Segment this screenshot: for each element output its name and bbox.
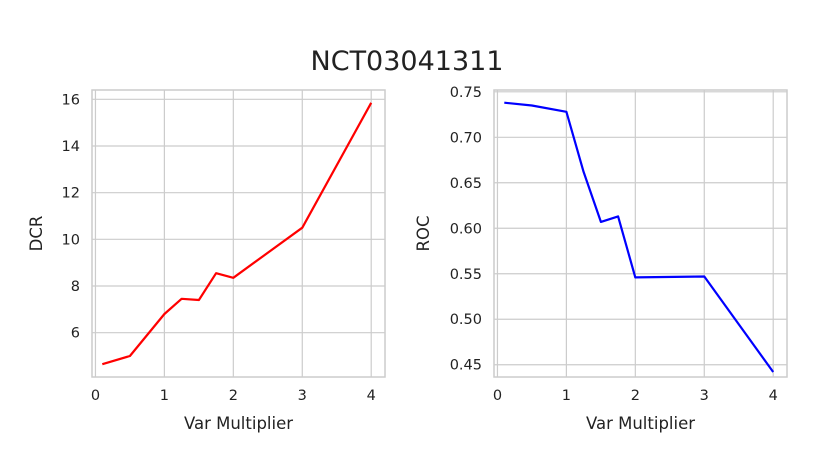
roc-y-tick-label: 0.70 xyxy=(450,130,482,146)
roc-axes-frame xyxy=(493,89,788,378)
dcr-series-line xyxy=(101,102,373,366)
dcr-axes-frame xyxy=(91,89,386,378)
dcr-x-tick-label: 0 xyxy=(91,388,100,404)
roc-x-ticks: 0 1 2 3 4 xyxy=(493,388,778,404)
dcr-x-tick-label: 2 xyxy=(229,388,238,404)
roc-x-tick-label: 4 xyxy=(769,388,778,404)
dcr-x-tick-label: 4 xyxy=(367,388,376,404)
roc-series-line xyxy=(504,101,775,373)
roc-y-tick-label: 0.60 xyxy=(450,221,482,237)
roc-y-tick-label: 0.45 xyxy=(450,358,482,374)
dcr-y-tick-label: 8 xyxy=(71,279,80,295)
dcr-line-layer xyxy=(101,102,373,366)
dcr-y-tick-label: 6 xyxy=(71,326,80,342)
roc-x-tick-label: 2 xyxy=(631,388,640,404)
dcr-x-ticks: 0 1 2 3 4 xyxy=(91,388,376,404)
roc-x-tick-label: 0 xyxy=(493,388,502,404)
dcr-y-axis-label: DCR xyxy=(27,216,46,252)
roc-x-axis-label: Var Multiplier xyxy=(586,414,695,433)
dcr-gridlines xyxy=(92,90,385,377)
dcr-x-tick-label: 1 xyxy=(160,388,169,404)
dcr-y-tick-label: 10 xyxy=(62,232,80,248)
dcr-y-tick-label: 12 xyxy=(62,186,80,202)
roc-y-ticks: 0.45 0.50 0.55 0.60 0.65 0.70 0.75 xyxy=(450,85,482,374)
roc-y-tick-label: 0.75 xyxy=(450,85,482,101)
roc-x-tick-label: 3 xyxy=(700,388,709,404)
roc-y-tick-label: 0.55 xyxy=(450,267,482,283)
roc-y-axis-label: ROC xyxy=(414,216,433,252)
dcr-x-axis-label: Var Multiplier xyxy=(184,414,293,433)
figure-title: NCT03041311 xyxy=(311,46,504,77)
roc-line-layer xyxy=(504,101,775,373)
dcr-y-tick-label: 14 xyxy=(62,139,80,155)
roc-y-tick-label: 0.65 xyxy=(450,176,482,192)
roc-gridlines xyxy=(494,90,787,377)
roc-y-tick-label: 0.50 xyxy=(450,312,482,328)
roc-x-tick-label: 1 xyxy=(562,388,571,404)
dcr-x-tick-label: 3 xyxy=(298,388,307,404)
roc-chart: 0 1 2 3 4 0.45 0.50 0.55 0.60 0.65 0.70 0.75 Var M… xyxy=(414,85,788,433)
dcr-y-tick-label: 16 xyxy=(62,92,80,108)
dcr-y-ticks: 6 8 10 12 14 16 xyxy=(62,92,80,341)
